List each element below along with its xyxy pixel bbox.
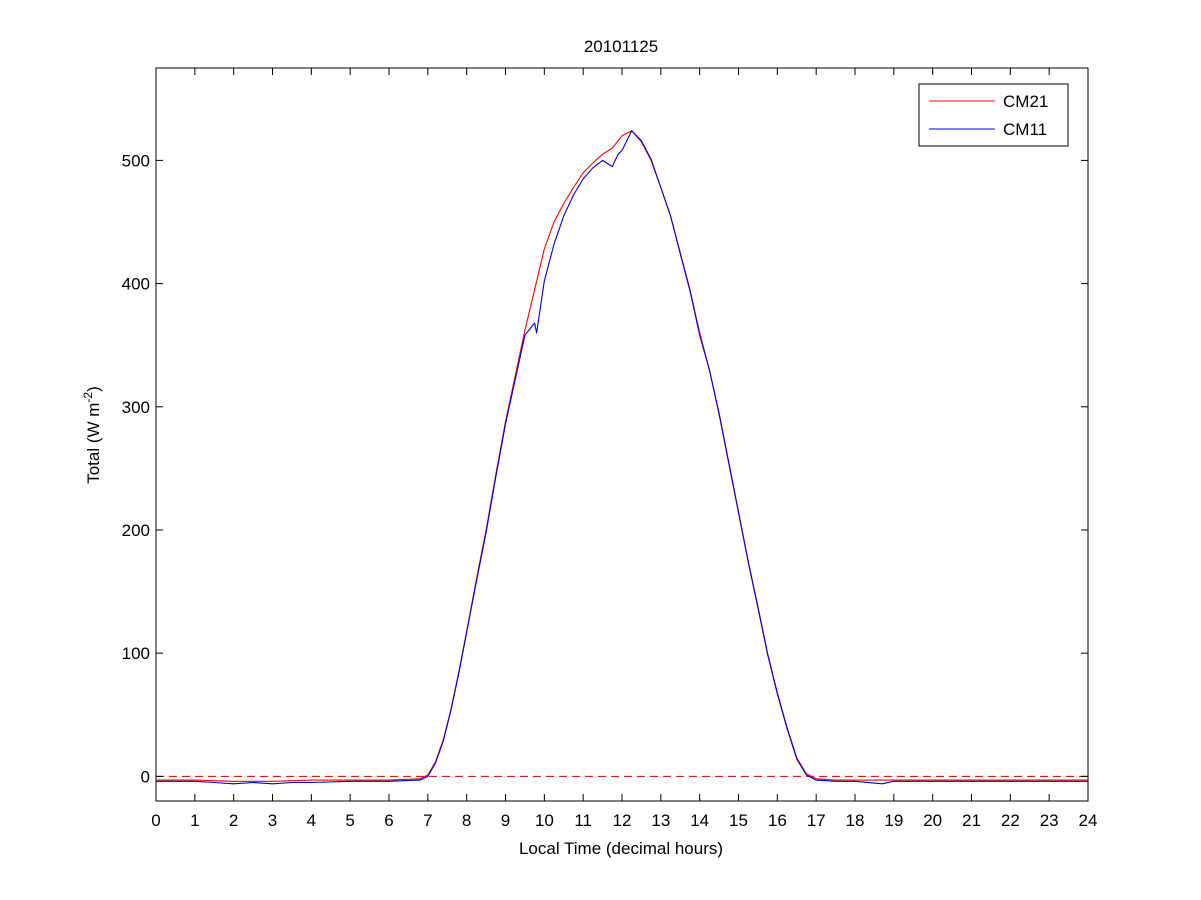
x-tick-label: 6 [384,811,393,830]
x-axis-label: Local Time (decimal hours) [519,839,723,858]
x-axis-ticks: 0 1 2 3 4 5 6 7 8 9 10 11 12 13 14 15 16 17 18 19 20 21 22 23 24 [151,68,1097,830]
x-tick-label: 15 [729,811,748,830]
legend-label-cm21: CM21 [1003,92,1048,111]
x-tick-label: 24 [1079,811,1098,830]
x-tick-label: 18 [846,811,865,830]
x-tick-label: 19 [884,811,903,830]
x-tick-label: 7 [423,811,432,830]
x-tick-label: 4 [307,811,316,830]
x-tick-label: 3 [268,811,277,830]
x-tick-label: 16 [768,811,787,830]
y-tick-label: 500 [122,151,150,170]
y-tick-label: 100 [122,644,150,663]
x-tick-label: 11 [574,811,592,830]
x-tick-label: 13 [651,811,670,830]
plot-area [155,67,1089,802]
x-tick-label: 2 [229,811,238,830]
x-tick-label: 20 [923,811,942,830]
series-group [156,130,1088,785]
y-axis-label-superscript: -2 [81,392,95,403]
x-tick-label: 14 [690,811,709,830]
x-tick-label: 5 [345,811,354,830]
x-tick-label: 23 [1040,811,1059,830]
y-axis-label: Total (W m-2) [81,386,103,484]
x-tick-label: 10 [535,811,554,830]
y-tick-label: 400 [122,275,150,294]
x-tick-label: 9 [501,811,510,830]
y-tick-label: 0 [141,767,150,786]
x-tick-label: 8 [462,811,471,830]
x-tick-label: 22 [1001,811,1020,830]
chart-title: 20101125 [584,37,658,56]
y-axis-ticks: 0 100 200 300 400 500 [122,151,1088,786]
x-tick-label: 0 [151,811,160,830]
y-axis-label-prefix: Total (W m [84,403,103,484]
x-tick-label: 17 [807,811,826,830]
legend-box [918,83,1069,147]
series-line-cm11 [156,130,1088,785]
x-tick-label: 21 [962,811,981,830]
y-tick-label: 200 [122,521,150,540]
legend-label-cm11: CM11 [1003,120,1047,139]
legend: CM21 CM11 [918,83,1069,147]
x-tick-label: 12 [613,811,632,830]
y-tick-label: 300 [122,398,150,417]
x-tick-label: 1 [190,811,199,830]
y-axis-label-suffix: ) [84,386,103,392]
